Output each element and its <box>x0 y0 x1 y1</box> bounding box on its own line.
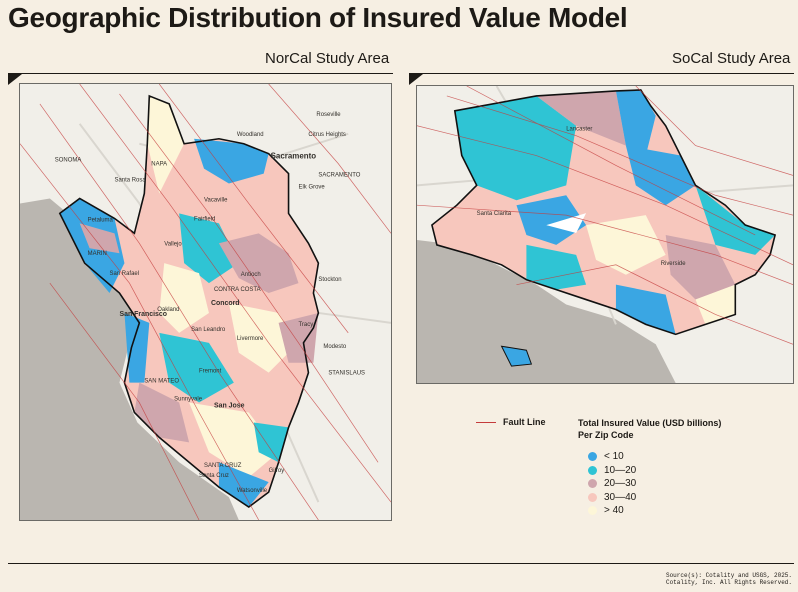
socal-fault-lines <box>417 86 793 345</box>
socal-header-rule <box>409 73 794 74</box>
legend-item: 30—40 <box>588 491 636 505</box>
socal-corner-marker <box>409 74 423 85</box>
place-concord: Concord <box>211 300 240 307</box>
place-san-mateo: SAN MATEO <box>144 379 179 385</box>
place-lancaster: Lancaster <box>566 127 592 133</box>
socal-map[interactable]: Lancaster Riverside Santa Clarita <box>416 85 794 384</box>
place-modesto: Modesto <box>323 344 347 350</box>
socal-ocean <box>417 239 676 383</box>
map-legend: Fault Line Total Insured Value (USD bill… <box>476 414 776 524</box>
place-napa: NAPA <box>151 162 167 168</box>
legend-item-label: 20—30 <box>604 478 637 490</box>
norcal-header-rule <box>8 73 393 74</box>
legend-title: Total Insured Value (USD billions) Per Z… <box>578 417 721 441</box>
footer-rule <box>8 563 794 564</box>
place-contra-costa: CONTRA COSTA <box>214 287 261 293</box>
legend-item-label: 30—40 <box>604 491 637 503</box>
legend-swatch <box>588 479 597 489</box>
place-sacramento-county: SACRAMENTO <box>318 173 360 179</box>
ocean-area <box>20 198 239 520</box>
place-petaluma: Petaluma <box>88 217 114 223</box>
place-santa-cruz: Santa Cruz <box>199 473 229 479</box>
place-riverside: Riverside <box>661 261 687 267</box>
norcal-corner-marker <box>8 74 22 85</box>
place-san-francisco: San Francisco <box>119 311 167 318</box>
norcal-map[interactable]: Roseville Woodland Citrus Heights Sacram… <box>19 83 392 521</box>
place-sunnyvale: Sunnyvale <box>174 397 203 403</box>
legend-title-line2: Per Zip Code <box>578 430 634 440</box>
norcal-panel-label: NorCal Study Area <box>265 50 390 67</box>
norcal-fault-lines <box>20 84 391 520</box>
place-san-jose: San Jose <box>214 403 245 410</box>
place-santa-cruz-county: SANTA CRUZ <box>204 463 242 469</box>
place-oakland: Oakland <box>157 307 179 313</box>
place-san-leandro: San Leandro <box>191 327 226 333</box>
legend-swatch <box>588 506 597 516</box>
legend-item: < 10 <box>588 450 636 464</box>
page-title: Geographic Distribution of Insured Value… <box>8 2 628 33</box>
source-line1: Source(s): Cotality and USGS, 2025. <box>665 572 792 579</box>
fault-line-swatch <box>476 422 496 423</box>
place-marin: MARIN <box>88 251 107 257</box>
source-line2: Cotality, Inc. All Rights Reserved. <box>665 579 792 586</box>
place-santa-clarita: Santa Clarita <box>477 211 512 217</box>
place-santa-rosa: Santa Rosa <box>114 178 146 184</box>
place-antioch: Antioch <box>241 272 261 278</box>
socal-panel-label: SoCal Study Area <box>672 50 791 67</box>
legend-item: 10—20 <box>588 464 636 478</box>
legend-swatch <box>588 492 597 502</box>
place-stanislaus: STANISLAUS <box>328 371 365 377</box>
source-note: Source(s): Cotality and USGS, 2025. Cota… <box>666 572 792 586</box>
legend-item: 20—30 <box>588 477 636 491</box>
legend-item: > 40 <box>588 504 636 518</box>
legend-item-label: > 40 <box>604 505 624 517</box>
place-livermore: Livermore <box>237 336 264 342</box>
place-elk-grove: Elk Grove <box>298 185 325 191</box>
legend-swatch <box>588 465 597 475</box>
socal-study-outline <box>431 89 777 336</box>
place-roseville: Roseville <box>316 112 341 118</box>
place-vacaville: Vacaville <box>204 197 228 203</box>
place-sacramento-city: Sacramento <box>271 152 317 161</box>
norcal-study-outline <box>58 94 320 509</box>
place-fremont: Fremont <box>199 369 222 375</box>
place-fairfield: Fairfield <box>194 216 215 222</box>
legend-item-label: < 10 <box>604 451 624 463</box>
place-sonoma: SONOMA <box>55 158 82 164</box>
place-vallejo: Vallejo <box>164 241 182 247</box>
fault-line-label: Fault Line <box>503 417 546 427</box>
place-gilroy: Gilroy <box>269 468 285 474</box>
place-watsonville: Watsonville <box>237 488 268 494</box>
place-citrus-heights: Citrus Heights <box>308 132 345 138</box>
legend-items: < 10 10—20 20—30 30—40 > 40 <box>588 450 636 518</box>
place-stockton: Stockton <box>318 277 341 283</box>
place-tracy: Tracy <box>298 322 313 328</box>
place-woodland: Woodland <box>237 132 264 138</box>
legend-title-line1: Total Insured Value (USD billions) <box>578 418 722 428</box>
legend-swatch <box>588 452 597 462</box>
legend-item-label: 10—20 <box>604 464 637 476</box>
place-san-rafael: San Rafael <box>110 271 140 277</box>
